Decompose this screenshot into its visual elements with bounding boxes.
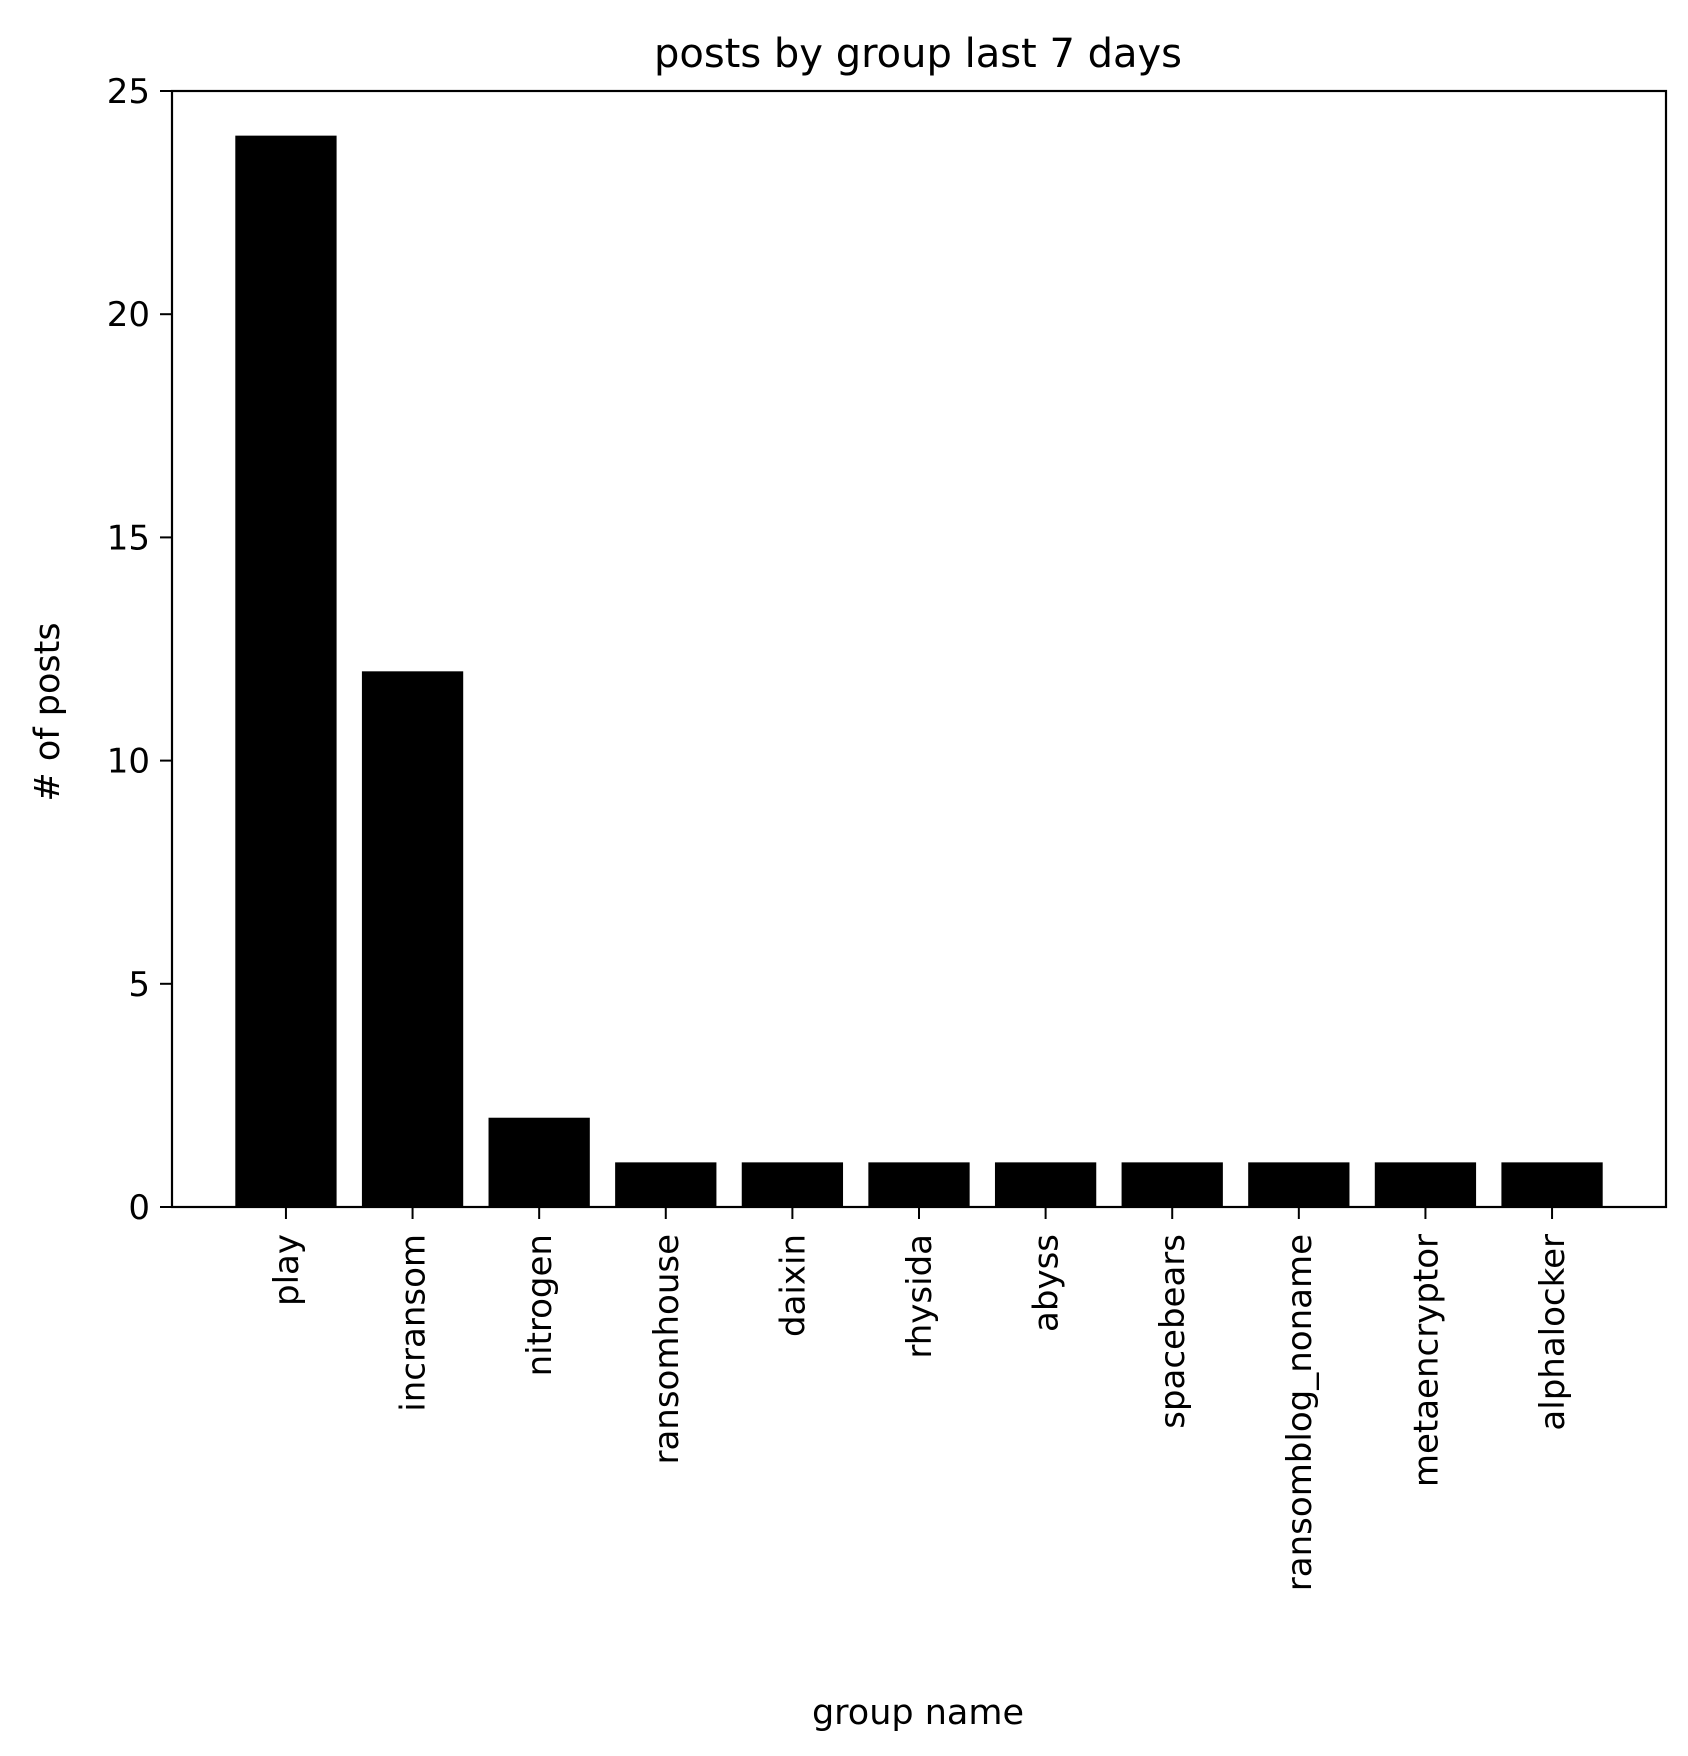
y-tick-label: 15 (107, 518, 150, 558)
x-tick-label-nitrogen: nitrogen (520, 1234, 560, 1376)
bar-incransom (361, 671, 464, 1207)
bars-layer (235, 135, 1603, 1207)
y-tick-label: 10 (107, 742, 150, 782)
x-tick-label-spacebears: spacebears (1153, 1234, 1193, 1429)
x-tick-label-play: play (267, 1234, 307, 1306)
y-tick-label: 5 (128, 965, 150, 1005)
bar-ransomblog-noname (1248, 1162, 1350, 1207)
bar-rhysida (868, 1162, 970, 1207)
bar-nitrogen (488, 1117, 590, 1207)
y-tick-label: 25 (107, 72, 150, 112)
x-tick-label-incransom: incransom (394, 1234, 434, 1412)
bar-play (235, 135, 337, 1207)
bar-alphalocker (1501, 1162, 1603, 1207)
x-tick-label-ransomhouse: ransomhouse (647, 1234, 687, 1465)
bar-abyss (994, 1162, 1097, 1207)
x-tick-label-ransomblog-noname: ransomblog_noname (1280, 1234, 1320, 1591)
y-tick-label: 0 (128, 1188, 150, 1228)
bar-metaencryptor (1374, 1162, 1477, 1207)
x-tick-label-abyss: abyss (1027, 1234, 1067, 1332)
y-tick-label: 20 (107, 295, 150, 335)
bar-spacebears (1121, 1162, 1223, 1207)
bar-daixin (741, 1162, 844, 1207)
ticks-layer: 0 5 10 15 20 25 play incransom nitrogen ransomhou… (107, 72, 1573, 1591)
bar-ransomhouse (615, 1162, 717, 1207)
x-tick-label-daixin: daixin (773, 1234, 813, 1337)
x-tick-label-metaencryptor: metaencryptor (1406, 1234, 1446, 1487)
x-axis-label: group name (812, 1693, 1024, 1733)
x-tick-label-alphalocker: alphalocker (1533, 1234, 1573, 1431)
x-tick-label-rhysida: rhysida (900, 1234, 940, 1359)
y-axis-label: # of posts (28, 622, 68, 801)
chart-title: posts by group last 7 days (654, 31, 1182, 77)
